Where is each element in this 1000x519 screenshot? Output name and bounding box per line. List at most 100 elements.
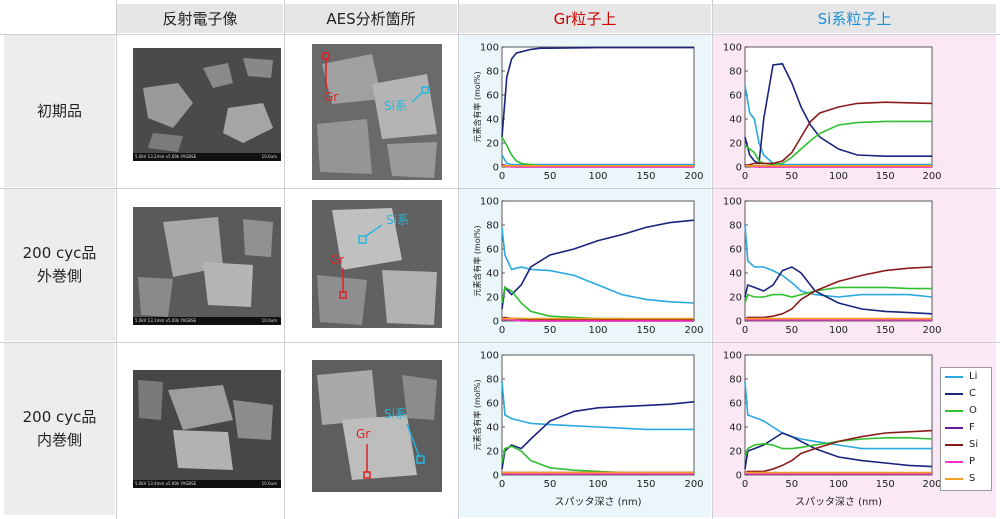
y-tick-label: 0 [493, 317, 499, 328]
legend-label: S [969, 473, 976, 484]
bse-caption-text: 5.0kV 13.1mm x5.00k YAGBSE [135, 318, 197, 323]
x-tick-label: 150 [636, 325, 655, 336]
series-line-c [744, 432, 933, 470]
x-tick-label: 150 [876, 479, 895, 490]
x-tick-label: 100 [588, 171, 607, 182]
x-tick-label: 150 [636, 479, 655, 490]
bse-image-outer: 5.0kV 13.1mm x5.00k YAGBSE 10.0um [133, 207, 281, 325]
y-tick-label: 40 [729, 423, 742, 434]
legend-swatch [945, 375, 963, 378]
y-tick-label: 60 [729, 91, 742, 102]
y-tick-label: 100 [480, 43, 499, 54]
header-gr: Gr粒子上 [459, 4, 711, 33]
series-line-o [744, 120, 932, 166]
x-tick-label: 50 [544, 479, 557, 490]
bse-scale-text: 10.0um [261, 481, 277, 486]
divider [458, 0, 459, 519]
y-tick-label: 100 [723, 197, 742, 208]
legend: Li C O F Si P S [940, 367, 992, 491]
x-tick-label: 100 [829, 479, 848, 490]
x-tick-label: 150 [876, 171, 895, 182]
y-tick-label: 40 [729, 269, 742, 280]
x-tick-label: 50 [785, 479, 798, 490]
y-axis-label: 元素含有率 (mol%) [472, 225, 482, 296]
header-si-label: Si系粒子上 [817, 10, 892, 28]
legend-swatch [945, 409, 963, 412]
y-tick-label: 20 [729, 447, 742, 458]
aes-gr-marker: Gr [330, 253, 344, 267]
x-tick-label: 200 [922, 325, 941, 336]
y-tick-label: 60 [486, 399, 499, 410]
series-line-li [744, 381, 932, 450]
row-label-line: 初期品 [36, 101, 82, 120]
row-label-outer: 200 cyc品 外巻側 [4, 189, 115, 341]
y-tick-label: 20 [729, 139, 742, 150]
divider [0, 34, 1000, 35]
legend-item: O [941, 402, 991, 419]
x-tick-label: 0 [499, 171, 505, 182]
y-tick-label: 20 [729, 293, 742, 304]
bse-image-inner: 5.0kV 13.4mm x5.00k YAGBSE 10.0um [133, 370, 281, 488]
y-tick-label: 0 [736, 471, 742, 482]
y-tick-label: 80 [729, 221, 742, 232]
x-tick-label: 200 [922, 479, 941, 490]
legend-item: F [941, 419, 991, 436]
series-line-c [501, 219, 695, 310]
legend-swatch [945, 392, 963, 395]
x-tick-label: 50 [544, 171, 557, 182]
y-axis-label: 元素含有率 (mol%) [472, 379, 482, 450]
divider [712, 0, 713, 519]
bse-caption: 5.0kV 13.2mm x5.00k YAGBSE 10.0um [133, 153, 281, 161]
bse-texture [133, 370, 281, 488]
x-tick-label: 0 [742, 171, 748, 182]
aes-image-inner: Si系 Gr [312, 360, 442, 492]
row-label-line: 200 cyc品 [22, 408, 97, 426]
aes-si-marker: Si系 [384, 407, 407, 421]
series-line-li [744, 85, 932, 166]
x-tick-label: 100 [588, 325, 607, 336]
x-tick-label: 100 [829, 325, 848, 336]
y-tick-label: 40 [729, 115, 742, 126]
x-tick-label: 0 [499, 479, 505, 490]
aes-gr-marker: Gr [356, 427, 370, 441]
aes-gr-marker: Gr [324, 90, 338, 104]
bse-scale-text: 10.0um [261, 318, 277, 323]
series-line-p [501, 317, 694, 322]
y-tick-label: 80 [486, 221, 499, 232]
legend-items: Li C O F Si P S [941, 368, 991, 487]
plot-frame [744, 200, 933, 322]
y-tick-label: 0 [493, 471, 499, 482]
legend-label: C [969, 388, 976, 399]
y-tick-label: 100 [480, 351, 499, 362]
x-tick-label: 100 [829, 171, 848, 182]
x-tick-label: 200 [684, 171, 703, 182]
aes-si-marker: Si系 [384, 99, 407, 113]
bse-caption: 5.0kV 13.1mm x5.00k YAGBSE 10.0um [133, 317, 281, 325]
aes-image-outer: Si系 Gr [312, 200, 442, 328]
x-tick-label: 0 [742, 479, 748, 490]
x-tick-label: 150 [636, 171, 655, 182]
aes-image-initial: Gr Si系 [312, 44, 442, 180]
row-label-line: 内巻側 [36, 431, 82, 449]
bse-texture [133, 48, 281, 161]
legend-label: O [969, 405, 977, 416]
y-tick-label: 60 [486, 91, 499, 102]
x-tick-label: 200 [922, 171, 941, 182]
aes-si-marker: Si系 [386, 213, 409, 227]
legend-label: F [969, 422, 975, 433]
x-tick-label: 50 [785, 171, 798, 182]
legend-item: C [941, 385, 991, 402]
y-tick-label: 100 [480, 197, 499, 208]
y-tick-label: 80 [729, 375, 742, 386]
aes-image-svg: Si系 Gr [312, 360, 442, 492]
legend-item: P [941, 453, 991, 470]
series-line-o [744, 436, 933, 458]
series-line-p [744, 317, 932, 321]
x-axis-label: スパッタ深さ (nm) [795, 496, 882, 508]
y-tick-label: 0 [493, 163, 499, 174]
plot-frame [501, 46, 695, 168]
row-label-line: 外巻側 [36, 267, 82, 285]
series-line-si [744, 101, 933, 167]
bse-texture [133, 207, 281, 325]
